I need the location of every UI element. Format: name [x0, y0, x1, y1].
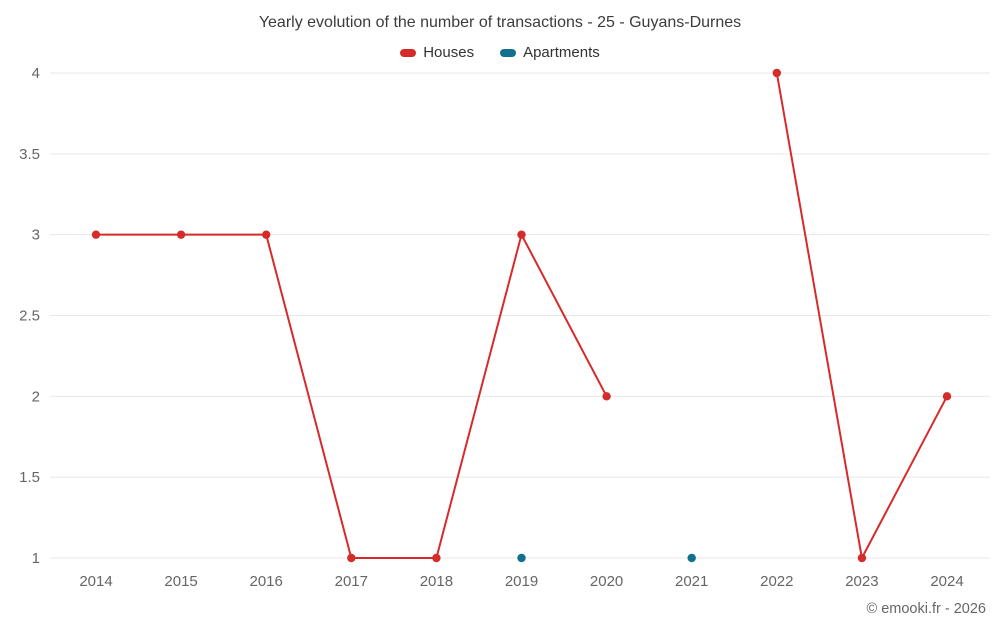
marker-houses-2023 — [857, 553, 867, 563]
chart-title: Yearly evolution of the number of transa… — [258, 14, 742, 31]
x-tick-label: 2018 — [420, 573, 453, 590]
marker-houses-2015 — [176, 230, 186, 239]
marker-apartments-2019 — [517, 553, 526, 563]
watermark: © emooki.fr - 2026 — [866, 601, 986, 617]
y-tick-label: 1 — [32, 550, 40, 567]
x-tick-label: 2024 — [930, 573, 963, 590]
x-tick-label: 2022 — [760, 573, 793, 590]
y-tick-label: 2.5 — [19, 308, 40, 325]
legend-item-apartments[interactable]: Apartments — [500, 44, 600, 61]
x-tick-label: 2021 — [675, 573, 708, 590]
legend-label-houses: Houses — [423, 44, 475, 61]
marker-houses-2019 — [517, 230, 526, 239]
x-tick-label: 2014 — [79, 573, 112, 590]
legend-item-houses[interactable]: Houses — [400, 44, 474, 61]
y-tick-label: 2 — [32, 388, 40, 405]
houses-series-swatch — [400, 48, 417, 57]
x-tick-label: 2019 — [505, 573, 538, 590]
y-tick-label: 4 — [32, 65, 40, 82]
marker-apartments-2021 — [687, 553, 696, 563]
x-tick-label: 2020 — [590, 573, 623, 590]
x-tick-label: 2016 — [250, 573, 283, 590]
x-tick-label: 2015 — [164, 573, 197, 590]
x-tick-label: 2023 — [845, 573, 878, 590]
y-tick-label: 3.5 — [19, 146, 40, 163]
marker-houses-2018 — [432, 553, 441, 563]
marker-houses-2016 — [262, 230, 271, 239]
y-tick-label: 3 — [32, 227, 40, 244]
legend: Houses Apartments — [0, 44, 1000, 61]
marker-houses-2022 — [772, 68, 781, 78]
marker-houses-2020 — [602, 392, 611, 401]
marker-houses-2014 — [91, 230, 101, 239]
x-tick-label: 2017 — [335, 573, 368, 590]
marker-houses-2017 — [347, 553, 356, 563]
apartments-series-swatch — [500, 48, 517, 57]
y-tick-label: 1.5 — [19, 469, 40, 486]
legend-label-apartments: Apartments — [523, 44, 600, 61]
marker-houses-2024 — [942, 392, 952, 401]
